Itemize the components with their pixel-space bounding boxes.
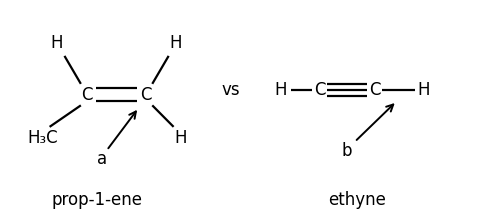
Text: C: C [369, 81, 380, 99]
Text: H₃C: H₃C [27, 129, 58, 147]
Text: b: b [342, 141, 353, 160]
Text: C: C [314, 81, 326, 99]
Text: H: H [175, 129, 187, 147]
Text: H: H [51, 34, 63, 52]
Text: vs: vs [221, 81, 240, 99]
Text: prop-1-ene: prop-1-ene [51, 191, 142, 209]
Text: H: H [274, 81, 287, 99]
Text: H: H [170, 34, 183, 52]
Text: ethyne: ethyne [328, 191, 386, 209]
Text: a: a [97, 150, 107, 168]
Text: C: C [140, 86, 152, 104]
Text: C: C [81, 86, 93, 104]
Text: H: H [418, 81, 431, 99]
